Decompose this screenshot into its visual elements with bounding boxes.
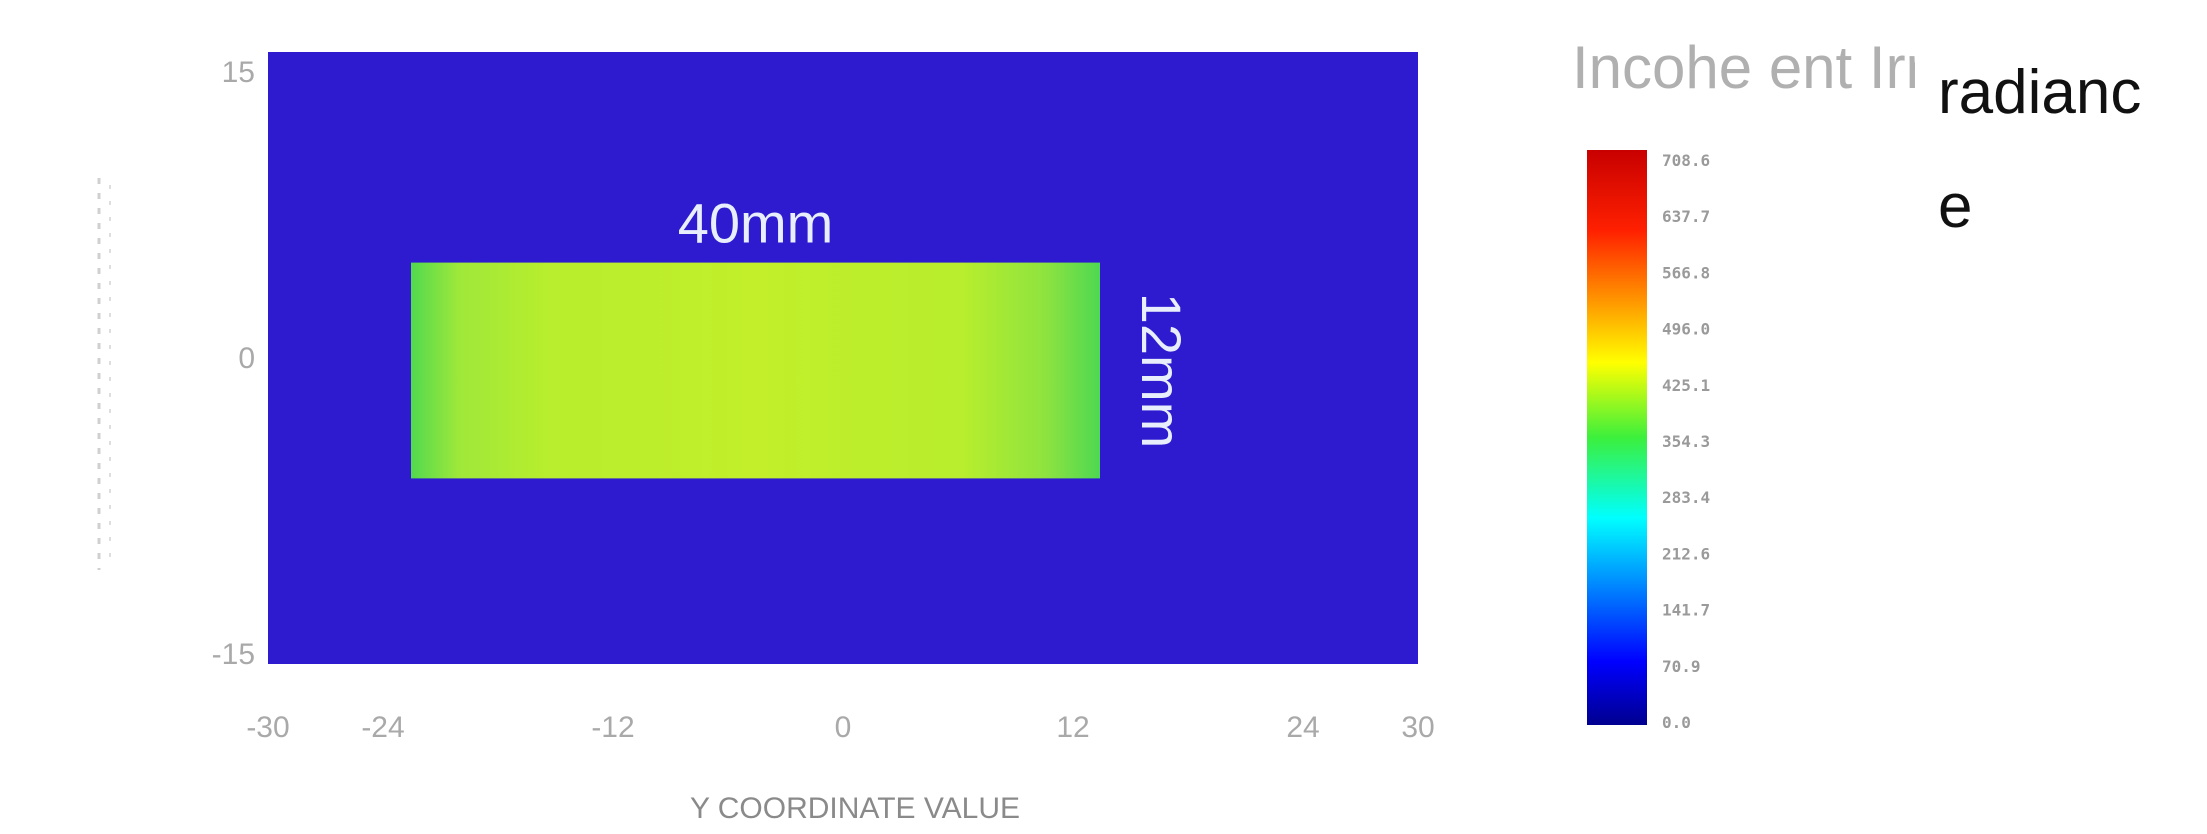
height-annotation: 12mm	[1130, 293, 1193, 449]
y-axis-label-remnant	[97, 178, 111, 570]
colorbar-tick-label: 425.1	[1662, 376, 1710, 395]
colorbar-tick-label: 496.0	[1662, 320, 1710, 339]
y-tick-label: 0	[238, 342, 255, 375]
x-tick-label: 12	[1056, 711, 1089, 744]
heatmap-illuminated-region	[411, 262, 1100, 479]
overlay-text-box: radianc e	[1915, 40, 2205, 260]
width-annotation: 40mm	[678, 192, 834, 255]
colorbar-tick-label: 566.8	[1662, 263, 1710, 282]
x-tick-label: -12	[591, 711, 634, 744]
x-axis-label: Y COORDINATE VALUE	[690, 792, 1020, 825]
colorbar-tick-label: 708.6	[1662, 151, 1710, 170]
colorbar-tick-label: 283.4	[1662, 488, 1710, 507]
colorbar-tick-label: 0.0	[1662, 713, 1691, 732]
x-tick-label: -24	[361, 711, 404, 744]
overlay-text-line2: e	[1938, 172, 1973, 241]
x-tick-label: 30	[1401, 711, 1434, 744]
colorbar-tick-label: 212.6	[1662, 544, 1710, 563]
colorbar-tick-label: 354.3	[1662, 432, 1710, 451]
x-tick-label: 24	[1286, 711, 1319, 744]
y-tick-label: 15	[222, 56, 255, 89]
colorbar-tick-label: 70.9	[1662, 657, 1701, 676]
x-axis-ticks: -30 -24 -12 0 12 24 30	[246, 711, 1434, 744]
overlay-text-line1: radianc	[1938, 58, 2142, 127]
y-axis-ticks: 15 0 -15	[212, 56, 255, 671]
y-tick-label: -15	[212, 638, 255, 671]
colorbar-gradient	[1587, 150, 1647, 725]
colorbar-tick-label: 141.7	[1662, 601, 1710, 620]
x-tick-label: 0	[835, 711, 852, 744]
colorbar-ticks: 708.6 637.7 566.8 496.0 425.1 354.3 283.4 212.6…	[1662, 151, 1710, 732]
colorbar-tick-label: 637.7	[1662, 207, 1710, 226]
x-tick-label: -30	[246, 711, 289, 744]
